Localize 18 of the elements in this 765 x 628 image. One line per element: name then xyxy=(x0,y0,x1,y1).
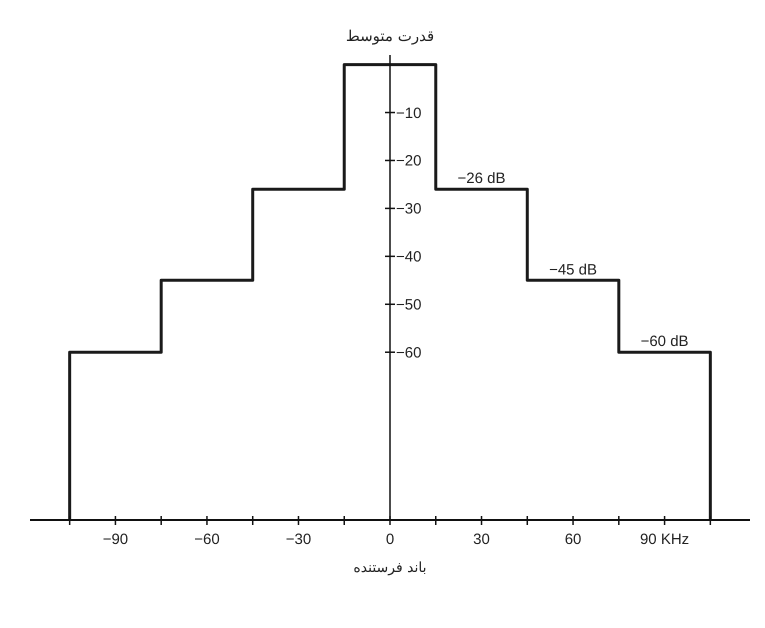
y-tick-label: −40 xyxy=(396,248,422,266)
x-tick-label: 90 KHz xyxy=(640,531,690,548)
annotation: −60 dB xyxy=(640,333,689,350)
x-axis-title: باند فرستنده xyxy=(353,560,427,576)
x-tick-label: −90 xyxy=(102,531,128,548)
x-tick-label: 0 xyxy=(386,531,394,548)
x-tick-label: 30 xyxy=(473,531,490,548)
y-tick-label: −10 xyxy=(396,104,422,122)
y-tick-label: −20 xyxy=(396,152,422,170)
y-tick-label: −60 xyxy=(396,344,422,362)
y-tick-label: −30 xyxy=(396,200,422,218)
y-tick-label: −50 xyxy=(396,296,422,314)
y-axis-title: قدرت متوسط xyxy=(346,27,434,45)
x-tick-label: −60 xyxy=(194,531,220,548)
annotation: −26 dB xyxy=(458,170,506,188)
x-tick-label: −30 xyxy=(286,531,312,548)
x-tick-label: 60 xyxy=(564,531,582,548)
annotation: −45 dB xyxy=(549,261,598,278)
